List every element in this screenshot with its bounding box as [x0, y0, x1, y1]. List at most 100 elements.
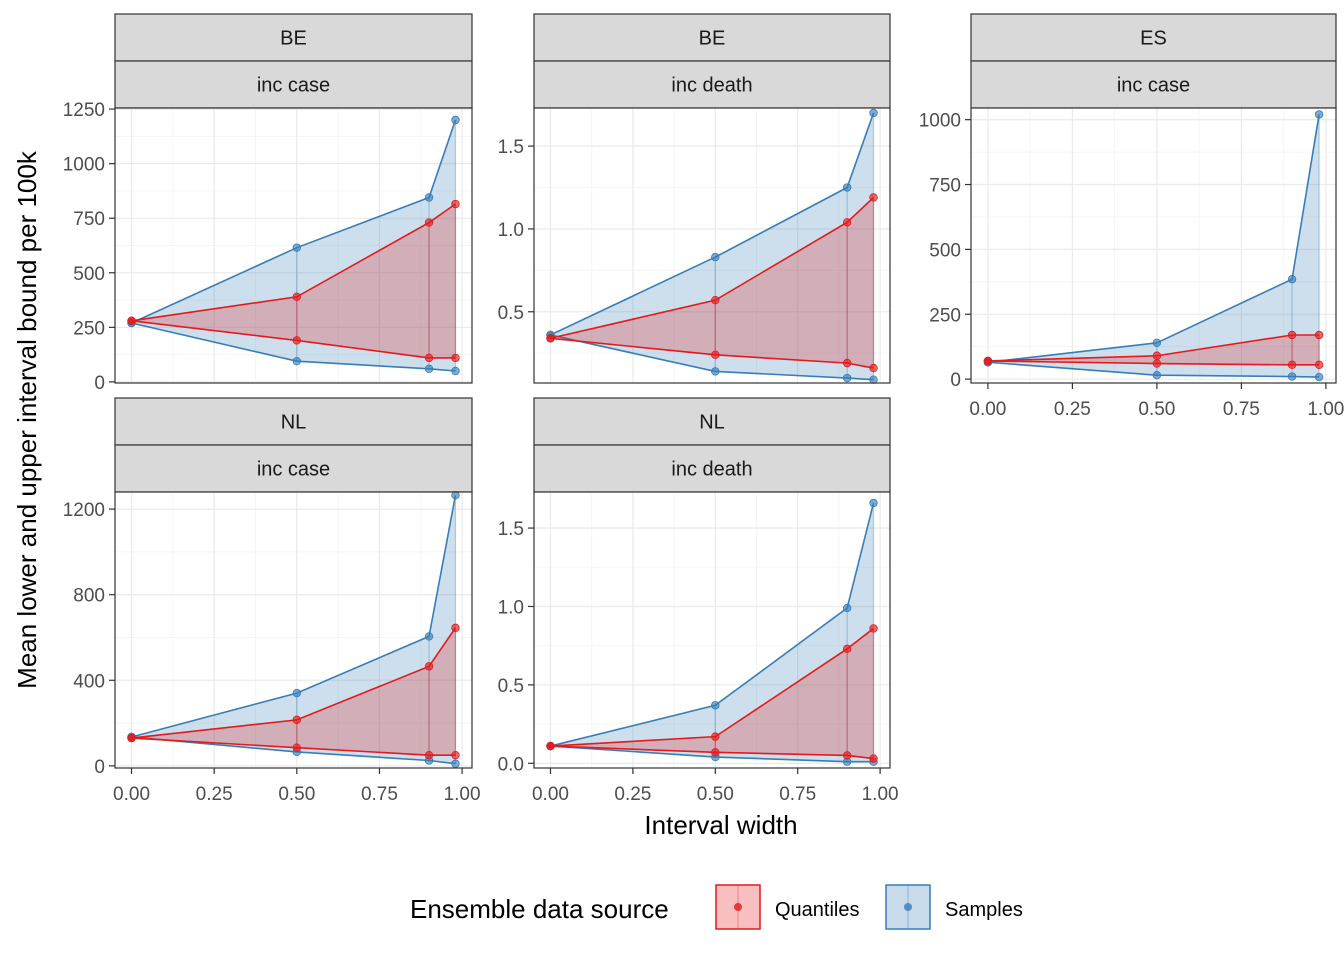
point-samples-upper	[842, 183, 852, 192]
point-quantiles-upper	[451, 199, 460, 209]
lower-line-quantiles	[550, 337, 874, 369]
x-tick-label: 0.50	[278, 784, 315, 805]
upper-line-quantiles	[131, 203, 456, 322]
point-samples-upper	[869, 498, 878, 508]
point-quantiles-upper	[1287, 330, 1297, 340]
area-samples	[550, 112, 874, 380]
y-tick-label: 750	[73, 209, 105, 230]
area-samples	[987, 114, 1320, 378]
point-samples-lower	[451, 366, 460, 376]
strip-box	[533, 13, 891, 62]
point-samples-lower	[292, 356, 302, 366]
strip-label: inc death	[671, 75, 752, 97]
x-tick-label: 1.00	[862, 784, 899, 805]
strip-label: NL	[699, 412, 725, 434]
legend-key-samples-point	[904, 903, 912, 911]
y-axis-title: Mean lower and upper interval bound per …	[12, 150, 42, 689]
y-tick-label: 1000	[919, 111, 961, 132]
point-quantiles-upper	[842, 218, 852, 227]
lower-line-quantiles	[131, 320, 456, 359]
area-quantiles	[131, 204, 456, 358]
point-samples-lower	[842, 373, 852, 383]
y-tick-label: 250	[73, 318, 105, 339]
point-samples-lower	[1287, 372, 1297, 381]
area-quantiles	[987, 335, 1320, 365]
upper-line-samples	[550, 502, 875, 747]
point-quantiles-upper	[711, 295, 720, 305]
point-quantiles-lower	[842, 358, 852, 368]
point-samples-lower	[711, 367, 720, 376]
point-quantiles-lower	[869, 754, 878, 763]
area-samples	[131, 495, 456, 764]
x-tick-label: 0.00	[532, 784, 569, 805]
y-tick-label: 0	[94, 757, 105, 778]
panel-be-inc-death: BE inc death 0.5 1.0 1.5	[498, 13, 891, 384]
point-quantiles-upper	[424, 662, 434, 671]
x-tick-label: 0.25	[196, 784, 233, 805]
strip-box	[970, 13, 1337, 62]
strip-box	[533, 444, 891, 493]
lower-line-samples	[131, 736, 456, 765]
strip-box	[114, 444, 473, 493]
point-samples-upper	[711, 701, 720, 710]
point-samples-upper	[869, 108, 878, 118]
area-quantiles	[550, 197, 874, 369]
point-quantiles-lower	[424, 353, 434, 363]
lower-line-samples	[550, 334, 874, 381]
point-quantiles-lower	[546, 741, 555, 751]
point-samples-upper	[842, 603, 852, 613]
legend: Ensemble data source Quantiles Samples	[410, 884, 1023, 930]
strip-label: inc case	[257, 75, 330, 97]
chart-panels: BE inc case 0 250 500 750 1000 1250 BE inc death 0…	[63, 13, 1344, 805]
point-quantiles-upper	[451, 623, 460, 633]
point-quantiles-upper	[869, 624, 878, 633]
y-tick-label: 1.0	[498, 220, 524, 241]
strip-label: inc case	[1117, 75, 1190, 97]
lower-line-samples	[550, 745, 874, 763]
point-samples-upper	[424, 632, 434, 641]
x-tick-label: 0.50	[697, 784, 734, 805]
point-quantiles-lower	[451, 750, 460, 760]
upper-line-samples	[131, 119, 457, 324]
y-tick-label: 250	[929, 305, 961, 326]
upper-line-samples	[987, 114, 1320, 364]
strip-label: inc death	[671, 459, 752, 481]
x-tick-label: 1.00	[444, 784, 481, 805]
point-quantiles-upper	[869, 193, 878, 202]
point-quantiles-upper	[1314, 330, 1324, 340]
point-quantiles-upper	[292, 292, 302, 301]
y-tick-label: 1000	[63, 155, 105, 176]
x-tick-label: 0.25	[614, 784, 651, 805]
legend-key-quantiles-point	[734, 903, 742, 911]
lower-line-quantiles	[987, 360, 1320, 366]
legend-label-quantiles: Quantiles	[775, 899, 860, 921]
point-samples-lower	[451, 759, 460, 768]
point-quantiles-lower	[711, 748, 720, 757]
lower-line-samples	[987, 361, 1320, 378]
strip-box	[533, 60, 891, 109]
x-tick-label: 1.00	[1307, 399, 1344, 420]
lower-line-samples	[131, 322, 456, 372]
point-samples-upper	[292, 243, 302, 252]
strip-label: BE	[280, 28, 307, 50]
point-samples-lower	[424, 364, 434, 374]
point-quantiles-upper	[292, 715, 302, 725]
point-quantiles-lower	[711, 350, 720, 360]
y-tick-label: 400	[73, 671, 105, 692]
y-tick-label: 0	[94, 373, 105, 394]
point-quantiles-lower	[1152, 359, 1162, 368]
y-tick-label: 1.0	[498, 597, 524, 618]
point-samples-upper	[1287, 275, 1297, 284]
panel-border	[114, 107, 473, 384]
strip-box	[114, 60, 473, 109]
point-quantiles-lower	[1287, 360, 1297, 370]
point-samples-upper	[424, 193, 434, 202]
point-samples-upper	[1152, 338, 1162, 347]
point-quantiles-lower	[451, 353, 460, 363]
x-axis-title: Interval width	[644, 810, 797, 840]
legend-title: Ensemble data source	[410, 894, 669, 924]
panel-nl-inc-case: NL inc case 0 400 800 1200 0.00 0.25 0.50 0.75 1.0…	[63, 397, 481, 805]
point-quantiles-lower	[842, 751, 852, 760]
y-tick-label: 0.0	[498, 754, 524, 775]
